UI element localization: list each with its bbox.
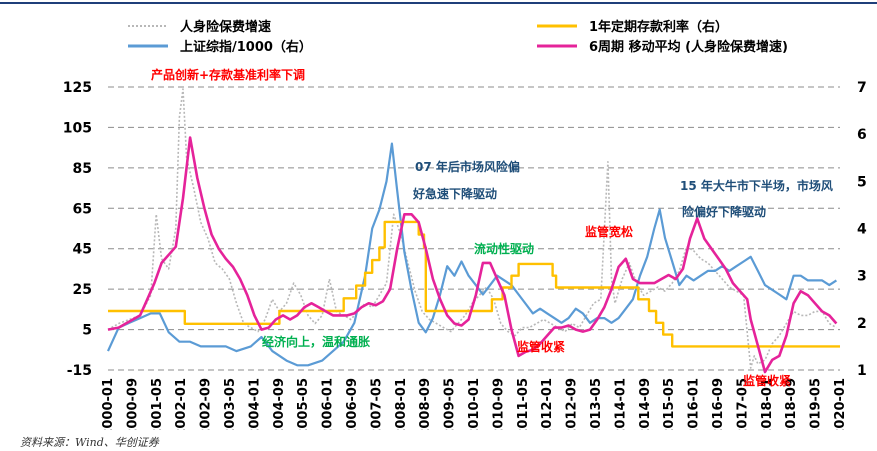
left-tick-label: 105: [63, 120, 92, 136]
series-premium-growth: [107, 88, 837, 369]
x-tick-label: 2013-05: [589, 378, 604, 430]
left-tick-label: 45: [73, 242, 92, 258]
gridlines: [108, 86, 840, 371]
right-tick-label: 1: [857, 363, 867, 379]
x-axis: 2000-01 2000-09 2001-05 2002-01 2002-09 2003-…: [101, 378, 848, 438]
x-tick-label: 2001-05: [150, 378, 165, 430]
annotation-label: 监管收紧: [743, 373, 791, 388]
left-axis-ticks: 125 105 85 65 45 25 5 -15: [63, 80, 92, 379]
right-tick-label: 5: [857, 174, 867, 190]
x-tick-label: 2018-01: [760, 378, 775, 430]
left-tick-label: 125: [63, 80, 92, 96]
x-tick-label: 2004-09: [272, 378, 287, 430]
x-tick-label: 2007-05: [369, 378, 384, 430]
annotation-label: 产品创新+存款基准利率下调: [151, 67, 305, 82]
top-rule: [0, 2, 877, 4]
series-sse-index: [106, 142, 838, 367]
x-tick-label: 2011-05: [516, 378, 531, 430]
annotation-label: 流动性驱动: [474, 241, 534, 256]
x-tick-label: 2016-01: [687, 378, 702, 430]
left-tick-label: 85: [73, 161, 92, 177]
x-tick-label: 2012-01: [540, 378, 555, 430]
x-tick-label: 2005-05: [296, 378, 311, 430]
left-tick-label: 5: [82, 323, 92, 339]
x-tick-label: 2020-01: [833, 378, 848, 430]
left-tick-label: 65: [73, 201, 92, 217]
x-tick-label: 2004-01: [247, 378, 262, 430]
left-tick-label: 25: [73, 282, 92, 298]
x-tick-label: 2002-09: [199, 378, 214, 430]
x-tick-label: 2006-01: [321, 378, 336, 430]
annotation-label: 15 年大牛市下半场，市场风: [680, 178, 833, 193]
x-tick-label: 2019-05: [809, 378, 824, 430]
legend-label: 上证综指/1000（右）: [180, 39, 312, 55]
x-tick-label: 2012-09: [565, 378, 580, 430]
source-note: 资料来源：Wind、华创证券: [20, 436, 159, 449]
right-tick-label: 2: [857, 316, 867, 332]
right-tick-label: 6: [857, 127, 867, 143]
legend-label: 1年定期存款利率（右）: [589, 19, 728, 35]
x-tick-label: 2000-09: [125, 378, 140, 430]
right-tick-label: 3: [857, 269, 867, 285]
annotation-label: 险偏好下降驱动: [682, 204, 766, 219]
annotation-label: 监管宽松: [585, 224, 633, 239]
right-tick-label: 4: [857, 222, 867, 238]
legend-label: 6周期 移动平均 (人身险保费增速): [589, 39, 788, 55]
x-tick-label: 2006-09: [345, 378, 360, 430]
x-tick-label: 2015-05: [662, 378, 677, 430]
x-tick-label: 2003-05: [223, 378, 238, 430]
x-tick-label: 2008-01: [394, 378, 409, 430]
right-axis-ticks: 7 6 5 4 3 2 1: [857, 80, 867, 379]
series-deposit-rate: [108, 220, 840, 348]
x-tick-label: 2010-01: [467, 378, 482, 430]
series-moving-average: [107, 136, 838, 374]
x-tick-label: 2014-01: [613, 378, 628, 430]
annotation-label: 经济向上，温和通胀: [262, 334, 370, 349]
x-tick-label: 2014-09: [638, 378, 653, 430]
left-tick-label: -15: [67, 363, 92, 379]
x-tick-label: 2008-09: [418, 378, 433, 430]
annotation-label: 监管收紧: [517, 339, 565, 354]
annotation-label: 07 年后市场风险偏: [415, 159, 520, 174]
legend-label: 人身险保费增速: [180, 19, 271, 35]
x-tick-label: 2009-05: [443, 378, 458, 430]
right-tick-label: 7: [857, 80, 867, 96]
x-tick-label: 2000-01: [101, 378, 116, 430]
series-lines: [106, 88, 840, 374]
x-tick-label: 2010-09: [491, 378, 506, 430]
x-tick-label: 2016-09: [711, 378, 726, 430]
x-tick-label: 2002-01: [174, 378, 189, 430]
x-tick-label: 2018-09: [784, 378, 799, 430]
annotation-label: 好急速下降驱动: [412, 186, 497, 201]
x-tick-label: 2017-05: [735, 378, 750, 430]
